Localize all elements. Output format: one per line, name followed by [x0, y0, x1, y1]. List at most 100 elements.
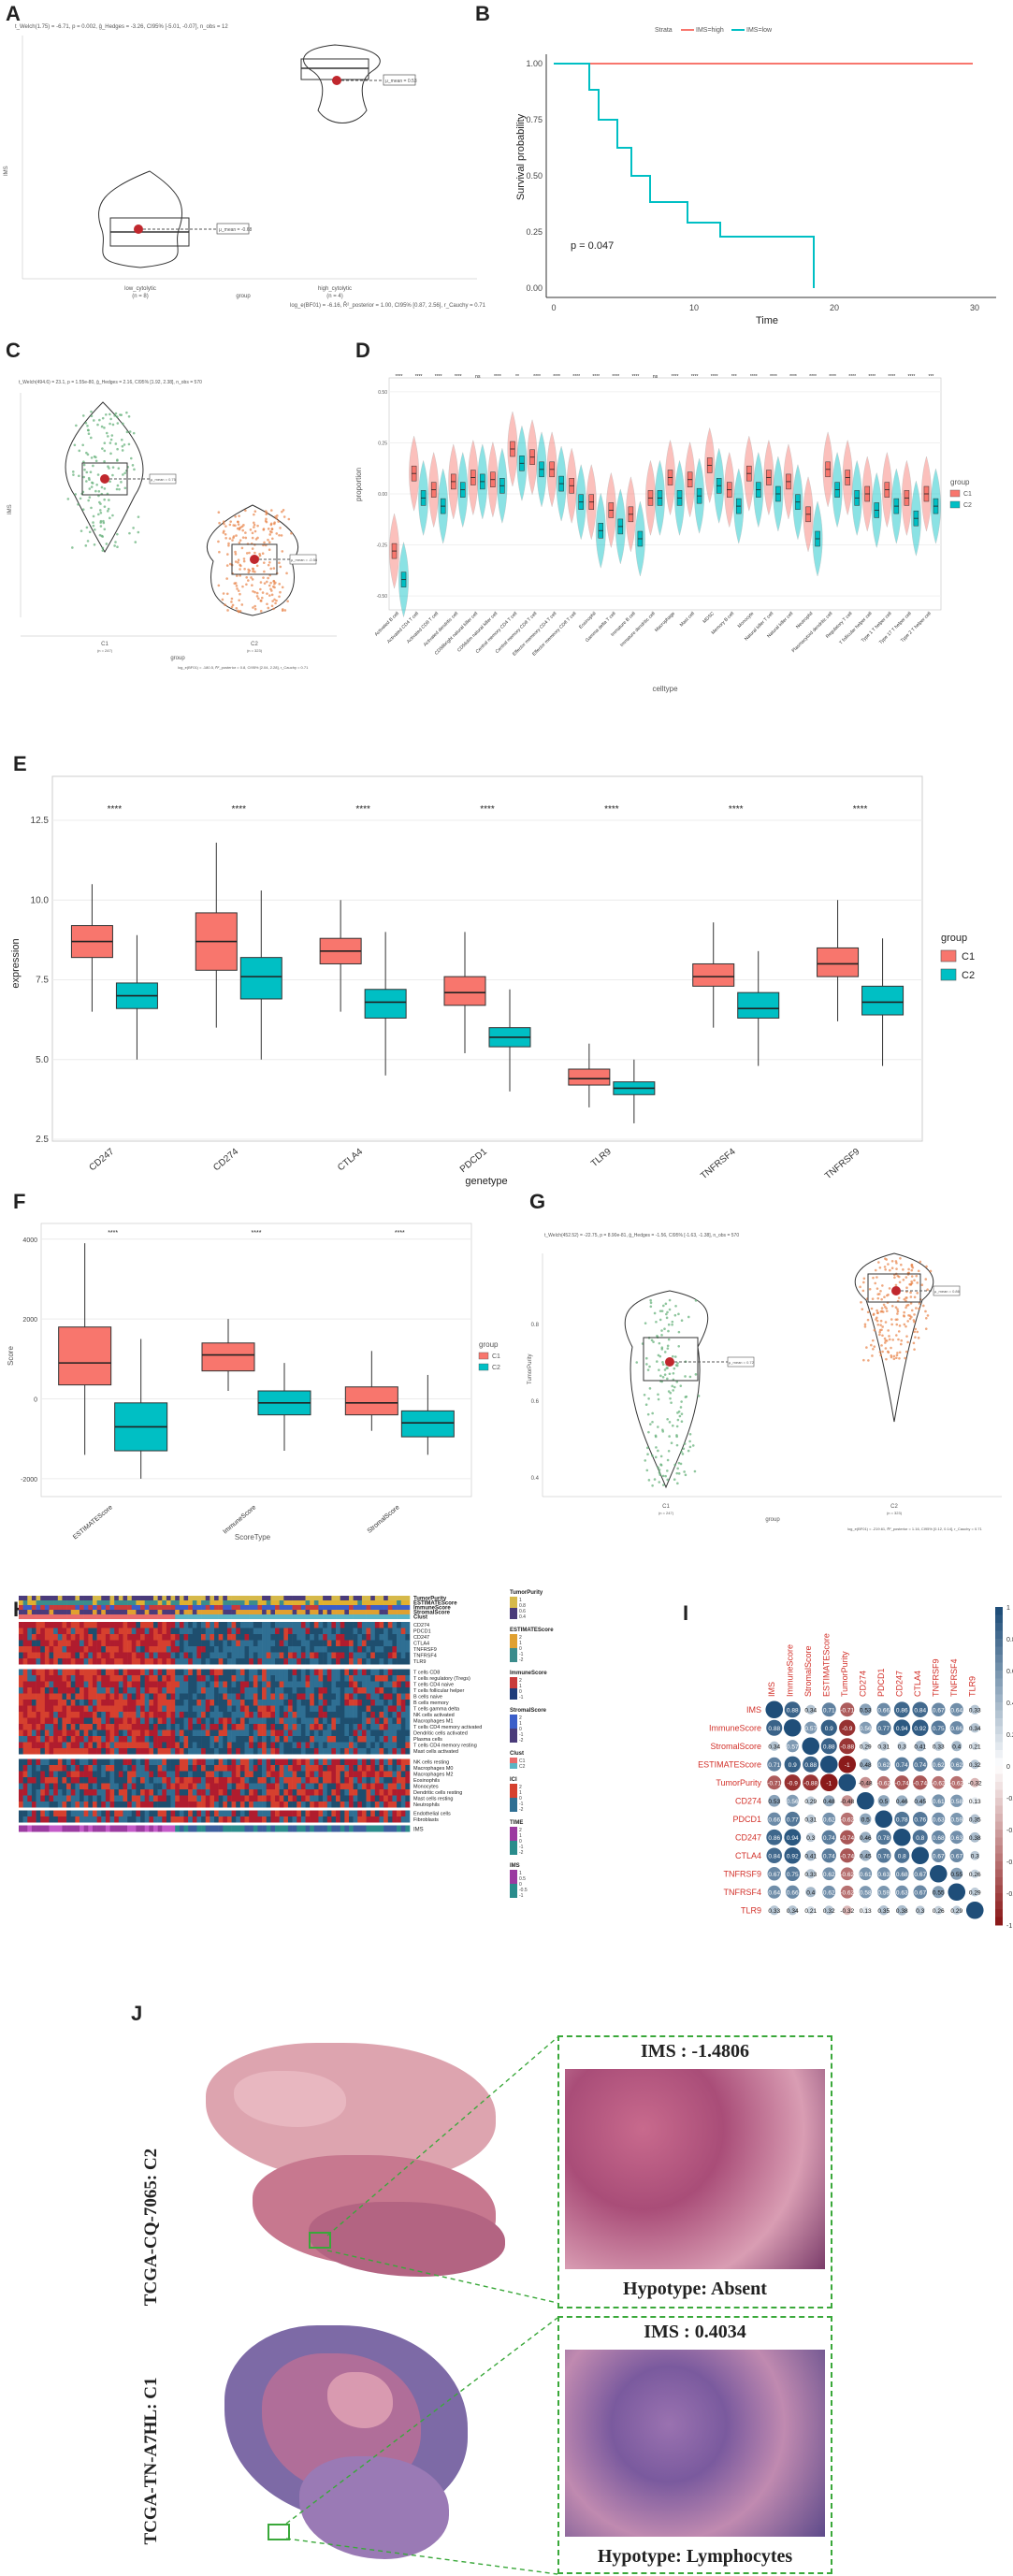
heat-cell	[310, 1681, 315, 1687]
heat-cell	[262, 1717, 268, 1724]
heat-cell	[236, 1640, 241, 1646]
scatter-dot	[876, 1309, 878, 1312]
scatter-dot	[910, 1309, 914, 1312]
heat-cell	[196, 1765, 202, 1772]
scatter-dot	[92, 524, 95, 528]
annot-cell	[127, 1605, 133, 1610]
scatter-dot	[281, 586, 284, 589]
annot-cell	[183, 1600, 189, 1605]
heat-cell	[66, 1758, 72, 1765]
heat-cell	[175, 1783, 181, 1789]
scatter-dot	[89, 436, 93, 440]
scatter-dot	[245, 583, 248, 586]
heat-cell	[249, 1717, 254, 1724]
annot-cell	[136, 1614, 141, 1619]
colorbar-step	[995, 1702, 1003, 1711]
mean-point-g-c1	[665, 1357, 674, 1367]
heat-cell	[223, 1640, 228, 1646]
heat-cell	[405, 1789, 411, 1796]
heat-cell	[44, 1681, 50, 1687]
scatter-dot	[667, 1329, 670, 1333]
heat-cell	[62, 1640, 67, 1646]
heat-cell	[109, 1646, 115, 1653]
heat-cell	[149, 1810, 154, 1816]
heat-cell	[214, 1700, 219, 1706]
heat-cell	[262, 1687, 268, 1694]
heat-cell	[131, 1705, 137, 1712]
heat-cell	[374, 1765, 380, 1772]
heat-cell	[175, 1693, 181, 1700]
annot-cell	[57, 1614, 63, 1619]
corr-circle	[894, 1811, 910, 1827]
annot-cell	[83, 1600, 89, 1605]
heat-cell	[323, 1748, 328, 1755]
heat-cell	[162, 1765, 167, 1772]
annot-cell	[183, 1610, 189, 1614]
heat-cell	[223, 1652, 228, 1658]
heat-cell	[144, 1777, 150, 1784]
corr-circle	[965, 1901, 984, 1919]
signif-label: ****	[252, 1230, 262, 1237]
heat-cell	[170, 1802, 176, 1808]
heat-cell	[223, 1693, 228, 1700]
heat-cell	[257, 1675, 263, 1682]
scatter-dot	[868, 1288, 872, 1291]
row-label: TNFRSF4	[413, 1654, 437, 1659]
heat-cell	[292, 1742, 297, 1748]
heat-cell	[179, 1634, 184, 1641]
heat-cell	[383, 1622, 389, 1628]
heat-cell	[92, 1675, 97, 1682]
ims-cell	[262, 1825, 268, 1832]
heat-cell	[188, 1724, 194, 1730]
panel-label-f: F	[13, 1190, 26, 1213]
heat-cell	[231, 1795, 237, 1802]
heat-cell	[336, 1777, 340, 1784]
heat-cell	[162, 1736, 167, 1743]
heat-cell	[201, 1789, 207, 1796]
heat-cell	[123, 1783, 128, 1789]
heat-cell	[310, 1640, 315, 1646]
annot-cell	[374, 1596, 380, 1600]
heat-cell	[175, 1729, 181, 1736]
heat-cell	[310, 1705, 315, 1712]
scatter-dot	[677, 1312, 680, 1316]
heat-cell	[149, 1712, 154, 1718]
heat-cell	[136, 1705, 141, 1712]
heat-cell	[66, 1652, 72, 1658]
heat-cell	[279, 1681, 284, 1687]
heat-cell	[275, 1810, 280, 1816]
row-label: B cells naive	[413, 1695, 442, 1700]
heat-cell	[249, 1777, 254, 1784]
heat-cell	[392, 1783, 398, 1789]
annot-cell	[196, 1596, 202, 1600]
heat-cell	[188, 1640, 194, 1646]
heat-cell	[196, 1717, 202, 1724]
scatter-dot	[912, 1341, 916, 1345]
corr-circle	[970, 1887, 980, 1897]
scatter-dot	[903, 1297, 906, 1301]
heat-cell	[188, 1748, 194, 1755]
heat-cell	[149, 1658, 154, 1665]
heat-cell	[179, 1802, 184, 1808]
annot-cell	[361, 1605, 367, 1610]
heat-cell	[170, 1777, 176, 1784]
violin-g-c2	[854, 1252, 934, 1423]
heat-cell	[19, 1802, 23, 1808]
heat-cell	[44, 1777, 50, 1784]
heat-cell	[344, 1658, 350, 1665]
heat-cell	[313, 1736, 319, 1743]
annot-cell	[253, 1614, 258, 1619]
violin-high-cytolytic	[303, 44, 381, 123]
heat-cell	[127, 1658, 133, 1665]
legend-swatch	[510, 1715, 517, 1729]
annot-cell	[66, 1596, 72, 1600]
annot-cell	[340, 1605, 345, 1610]
heat-cell	[205, 1658, 210, 1665]
corr-value: 0.64	[950, 1707, 962, 1714]
scatter-dot	[650, 1339, 654, 1342]
annot-cell	[361, 1614, 367, 1619]
heat-cell	[149, 1687, 154, 1694]
heat-cell	[218, 1783, 224, 1789]
heat-cell	[101, 1765, 107, 1772]
heat-cell	[83, 1640, 89, 1646]
